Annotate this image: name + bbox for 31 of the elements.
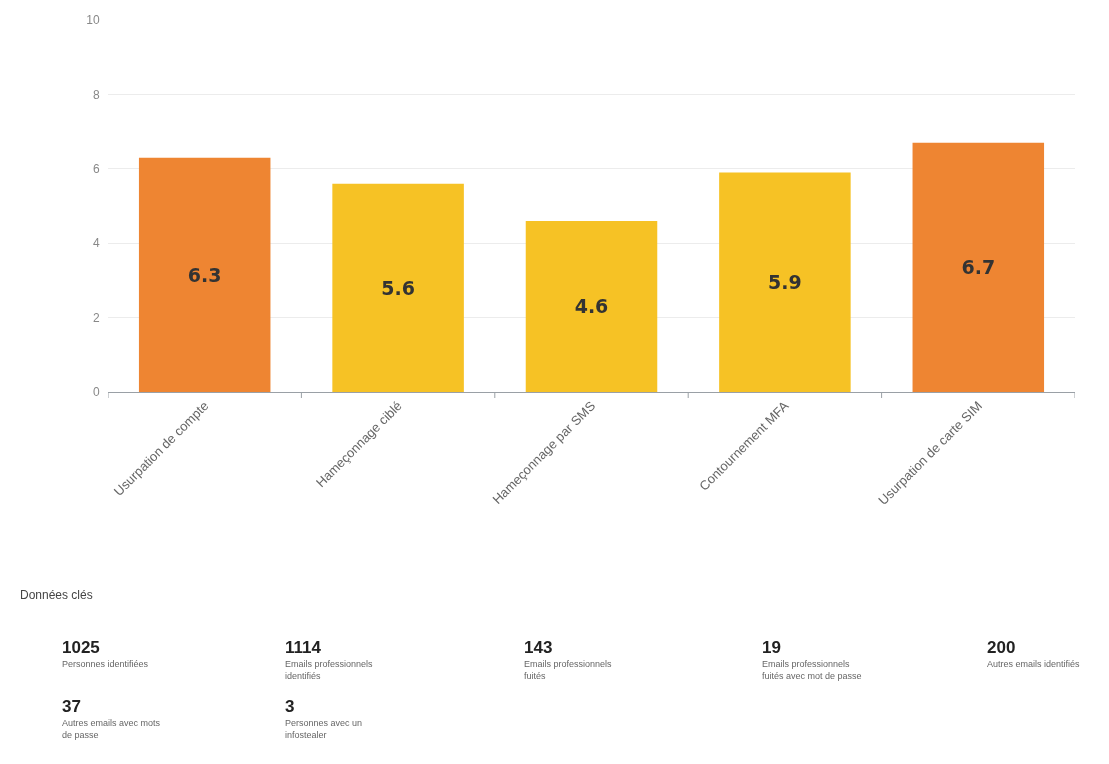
y-tick-label: 10 xyxy=(86,13,100,28)
text: Personnes avec un infostealer xyxy=(285,718,363,740)
data-label: 4.6 xyxy=(574,295,609,318)
text: Emails professionnels identifiés xyxy=(285,659,374,681)
text: 143 xyxy=(524,638,553,657)
bar xyxy=(525,220,658,392)
text: 200 xyxy=(987,638,1016,657)
text: 1114 xyxy=(285,638,322,657)
y-tick-label: 6 xyxy=(92,162,100,176)
text: 3 xyxy=(285,697,295,716)
text: 37 xyxy=(62,697,81,716)
text: 19 xyxy=(762,638,781,657)
text: Emails professionnels fuités avec mot de passe xyxy=(762,659,862,681)
y-tick-label: 2 xyxy=(92,310,100,325)
y-tick-label: 0 xyxy=(92,385,100,400)
bar xyxy=(138,157,271,392)
data-label: 6.7 xyxy=(961,256,996,279)
data-label: 5.6 xyxy=(381,276,415,299)
bar xyxy=(719,172,851,392)
text: Autres emails avec mots de passe xyxy=(62,718,161,740)
text: Autres emails identifiés xyxy=(987,659,1081,669)
y-tick-label: 4 xyxy=(92,236,100,251)
data-label: 6.3 xyxy=(187,263,222,286)
text: Données clés xyxy=(20,588,93,602)
bar xyxy=(332,183,464,392)
data-label: 5.9 xyxy=(768,271,802,294)
text: 1025 xyxy=(62,638,100,657)
bar xyxy=(912,142,1045,392)
text: Emails professionnels fuités xyxy=(524,659,613,681)
y-tick-label: 8 xyxy=(92,87,100,102)
text: Personnes identifiées xyxy=(62,659,149,669)
